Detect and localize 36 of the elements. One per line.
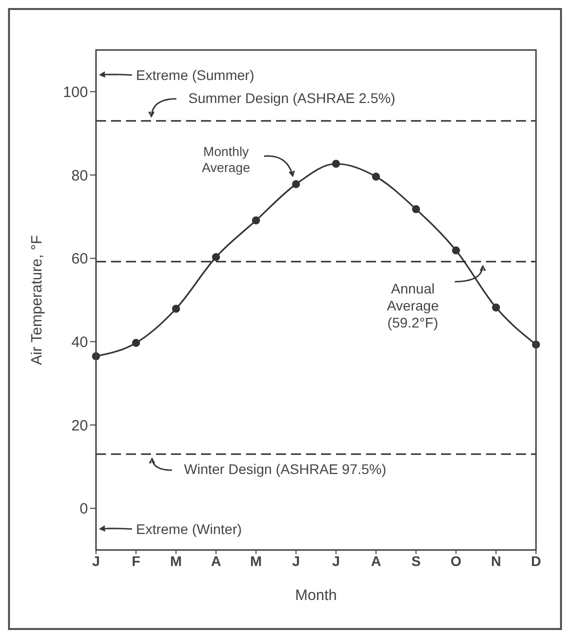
x-tick-label: F <box>132 552 141 569</box>
point <box>252 216 260 224</box>
y-tick-label: 20 <box>71 417 88 434</box>
point <box>492 304 500 312</box>
x-tick-label: J <box>332 552 340 569</box>
x-tick-label: O <box>450 552 462 569</box>
annotation: Extreme (Winter) <box>136 521 242 537</box>
point <box>372 172 380 181</box>
annotation: Extreme (Summer) <box>136 67 254 83</box>
legend-label: Winter Design (ASHRAE 97.5%) <box>184 461 386 478</box>
x-tick-label: M <box>170 552 182 569</box>
point <box>172 304 180 313</box>
y-tick-label: 80 <box>71 167 88 184</box>
x-tick-label: J <box>92 552 100 569</box>
point <box>212 253 220 262</box>
y-tick-label: 100 <box>62 84 88 101</box>
x-tick-label: A <box>370 552 382 569</box>
x-axis-title: Month <box>295 587 337 604</box>
annotation: Monthly Average <box>202 144 250 176</box>
y-tick-label: 60 <box>71 250 88 268</box>
point <box>292 180 300 188</box>
point <box>132 338 140 347</box>
x-tick-label: A <box>210 552 222 569</box>
y-axis-title: Air Temperature, °F <box>28 235 46 365</box>
x-tick-label: M <box>250 552 262 569</box>
ref-line-label: Summer Design (ASHRAE 2.5%) <box>188 90 396 106</box>
x-tick-label: N <box>490 552 502 569</box>
y-tick-label: 40 <box>71 334 88 351</box>
x-tick-label: J <box>292 552 300 569</box>
point <box>412 205 420 214</box>
point <box>452 246 460 254</box>
x-tick-label: S <box>411 552 421 569</box>
ref-line-label: Annual Average (59.2°F) <box>386 280 439 331</box>
point <box>332 160 340 168</box>
x-tick-label: D <box>530 552 542 569</box>
y-tick-label: 0 <box>80 500 88 518</box>
